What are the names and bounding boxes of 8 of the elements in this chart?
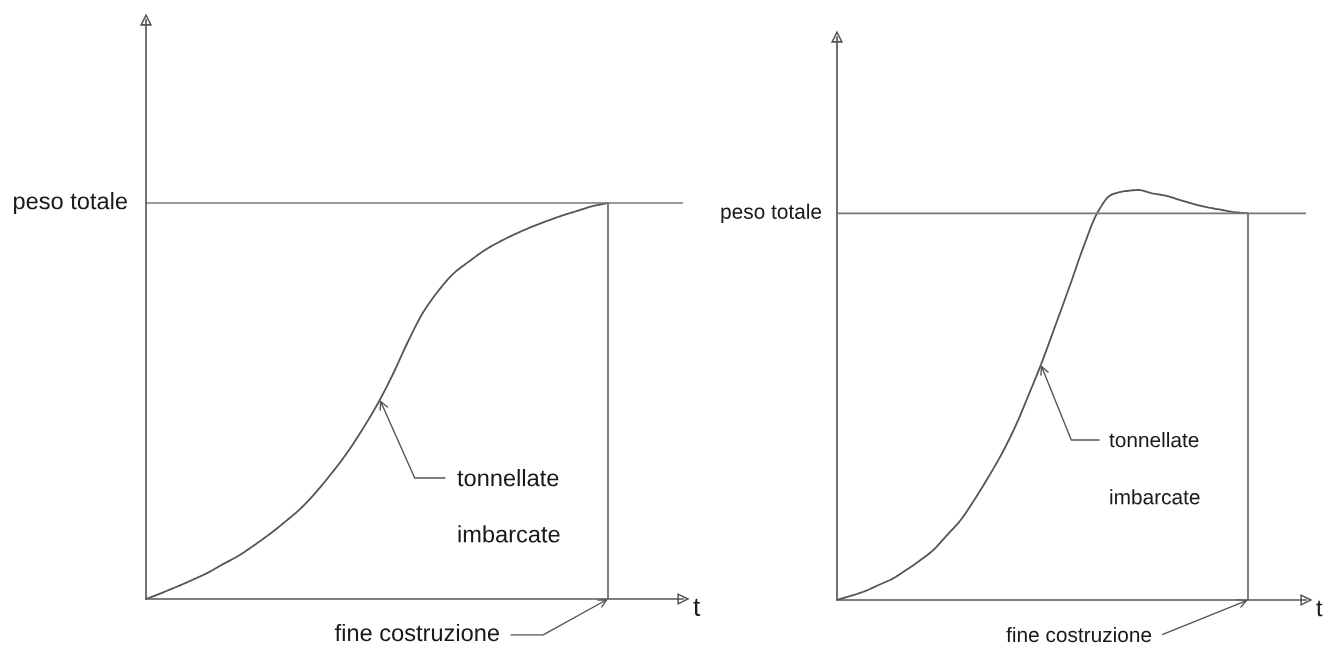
text: fine costruzione bbox=[1006, 626, 1152, 643]
text: tonnellate imbarcate bbox=[457, 469, 560, 543]
x-axis-title: t bbox=[693, 598, 701, 617]
x-axis-title: t bbox=[1316, 600, 1323, 617]
text: fine costruzione bbox=[334, 623, 499, 642]
ref-line-label: peso totale bbox=[14, 192, 127, 214]
text: tonnellate imbarcate bbox=[1109, 432, 1200, 505]
ref-line-label: peso totale bbox=[721, 203, 822, 224]
